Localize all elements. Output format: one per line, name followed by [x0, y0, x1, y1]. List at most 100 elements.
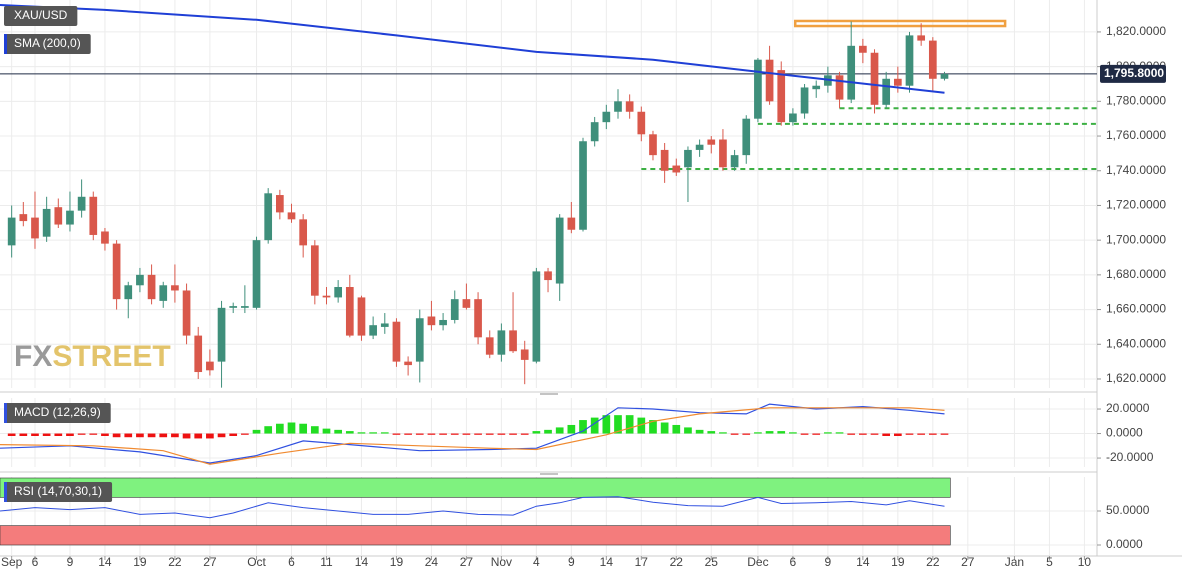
y-tick-label: 1,640.0000	[1106, 336, 1166, 350]
histogram-bar	[124, 433, 133, 438]
plot	[0, 403, 949, 465]
y-tick-label: -20.0000	[1106, 450, 1154, 464]
candle-body	[217, 307, 226, 362]
x-tick-label: 6	[288, 555, 295, 569]
x-tick-label: 9	[67, 555, 74, 569]
y-tick-label: 1,680.0000	[1106, 267, 1166, 281]
candle-body	[136, 274, 144, 286]
x-tick-label: 11	[320, 555, 333, 569]
candle-body	[42, 208, 51, 237]
histogram-bar	[31, 433, 39, 436]
histogram-bar	[392, 433, 401, 435]
legend-box	[4, 403, 111, 423]
histogram-bar	[509, 433, 517, 435]
histogram-bar	[194, 433, 203, 439]
legend-text: SMA (200,0)	[14, 36, 81, 50]
candle-body	[439, 319, 447, 326]
legend-box	[4, 482, 113, 502]
watermark: FXSTREET	[14, 340, 171, 373]
histogram-bar	[404, 433, 412, 435]
histogram-bar	[707, 431, 716, 434]
candle-body	[380, 323, 389, 327]
x-tick-label: Sep	[1, 555, 23, 569]
legend-item: MACD (12,26,9)	[4, 403, 111, 423]
candle-body	[859, 45, 867, 53]
candle-body	[660, 149, 669, 171]
histogram-bar	[765, 431, 774, 434]
histogram-bar	[812, 433, 821, 435]
x-tick-label: 22	[168, 555, 182, 569]
candle-body	[229, 306, 238, 308]
candle-body	[637, 111, 646, 135]
histogram-bar	[182, 433, 191, 439]
x-tick-label: 6	[32, 555, 39, 569]
x-tick-label: 9	[825, 555, 832, 569]
y-tick-label: 1,700.0000	[1106, 232, 1166, 246]
histogram-bar	[322, 428, 331, 434]
candle-body	[54, 207, 63, 225]
histogram-bar	[824, 432, 832, 434]
histogram-bar	[415, 433, 424, 435]
candle-body	[590, 122, 599, 142]
histogram-bar	[485, 433, 494, 435]
candle-body	[870, 52, 879, 105]
candle-body	[299, 219, 308, 246]
histogram-bar	[847, 433, 856, 435]
series-line	[0, 4, 945, 94]
histogram-bar	[940, 433, 949, 435]
candle-body	[7, 217, 16, 246]
histogram-bar	[590, 417, 599, 434]
candle-body	[322, 295, 331, 298]
y-tick-label: 20.0000	[1106, 401, 1150, 415]
histogram-bar	[7, 433, 16, 436]
x-tick-label: 27	[203, 555, 217, 569]
candle-body	[614, 101, 622, 112]
candle-body	[765, 59, 774, 102]
legend-box	[4, 6, 78, 26]
candle-body	[567, 217, 576, 230]
histogram-bar	[893, 433, 902, 436]
histogram-bar	[649, 420, 657, 434]
candle-body	[789, 113, 797, 123]
x-tick-label: Nov	[491, 555, 512, 569]
histogram-bar	[672, 424, 681, 434]
histogram-bar	[614, 415, 622, 434]
histogram-bar	[497, 433, 506, 435]
histogram-bar	[171, 433, 179, 438]
candle-body	[101, 231, 109, 244]
candle-body	[334, 287, 342, 298]
histogram-bar	[579, 420, 587, 434]
histogram-bar	[905, 433, 914, 435]
candle-body	[415, 318, 424, 362]
histogram-bar	[101, 433, 109, 436]
x-tick-label: 27	[460, 555, 474, 569]
histogram-bar	[660, 422, 669, 434]
candle-body	[31, 217, 39, 239]
x-tick-label: 9	[568, 555, 575, 569]
x-tick-label: 14	[600, 555, 614, 569]
histogram-bar	[77, 433, 86, 435]
histogram-bar	[287, 422, 296, 434]
histogram-bar	[54, 433, 63, 436]
legend-text: MACD (12,26,9)	[14, 405, 101, 419]
x-tick-label: 22	[670, 555, 684, 569]
histogram-bar	[66, 433, 74, 436]
candle-body	[579, 141, 587, 230]
price-tag	[1100, 64, 1166, 83]
legend-item: RSI (14,70,30,1)	[4, 482, 113, 502]
x-tick-label: 14	[355, 555, 369, 569]
candle-body	[649, 134, 657, 156]
candle-body	[754, 59, 762, 119]
legend-accent	[4, 34, 7, 54]
histogram-bar	[159, 433, 168, 438]
candle-body	[206, 361, 214, 371]
y-tick-label: 0.0000	[1106, 537, 1143, 551]
histogram-bar	[299, 423, 308, 434]
candle-body	[182, 290, 191, 336]
x-tick-label: 6	[790, 555, 797, 569]
histogram-bar	[42, 433, 51, 436]
x-tick-label: 19	[390, 555, 404, 569]
histogram-bar	[334, 429, 342, 434]
x-tick-label: 22	[926, 555, 940, 569]
y-tick-label: 1,740.0000	[1106, 163, 1166, 177]
